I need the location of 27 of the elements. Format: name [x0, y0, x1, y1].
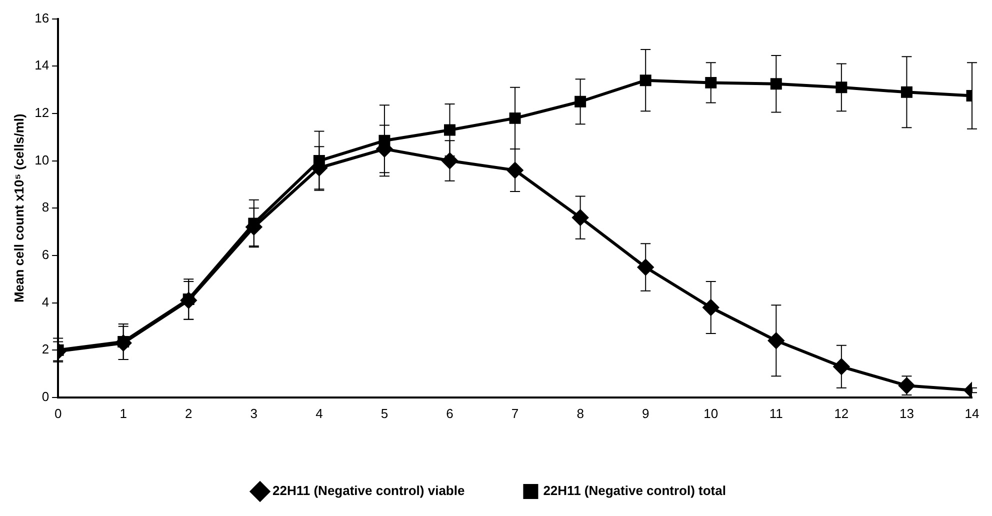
y-tick-label: 16	[34, 10, 50, 26]
x-tick-label: 7	[511, 406, 519, 421]
legend-label: 22H11 (Negative control) total	[543, 483, 726, 498]
x-tick-label: 5	[380, 406, 388, 421]
y-tick-label: 4	[42, 294, 50, 310]
x-tick-label: 14	[964, 406, 980, 421]
y-tick-label: 14	[34, 58, 50, 73]
x-tick-label: 3	[250, 406, 258, 421]
x-tick-label: 8	[576, 406, 584, 421]
x-tick-label: 13	[899, 406, 914, 421]
x-tick-label: 2	[185, 406, 192, 421]
x-tick-label: 11	[769, 406, 783, 421]
y-tick-label: 12	[34, 105, 50, 120]
y-tick-label: 2	[42, 342, 50, 357]
y-tick-label: 6	[42, 247, 50, 262]
x-tick-label: 6	[446, 406, 454, 421]
x-tick-label: 4	[316, 406, 323, 421]
x-tick-label: 1	[120, 406, 127, 421]
x-tick-label: 9	[642, 406, 650, 421]
y-tick-label: 0	[42, 388, 50, 404]
y-axis-title: Mean cell count x10⁵ (cells/ml)	[11, 114, 26, 303]
x-tick-label: 0	[54, 406, 62, 421]
y-tick-label: 8	[42, 200, 50, 215]
y-tick-label: 10	[34, 152, 50, 168]
x-tick-label: 12	[834, 406, 849, 421]
x-tick-label: 10	[704, 406, 718, 421]
legend-label: 22H11 (Negative control) viable	[272, 483, 465, 498]
